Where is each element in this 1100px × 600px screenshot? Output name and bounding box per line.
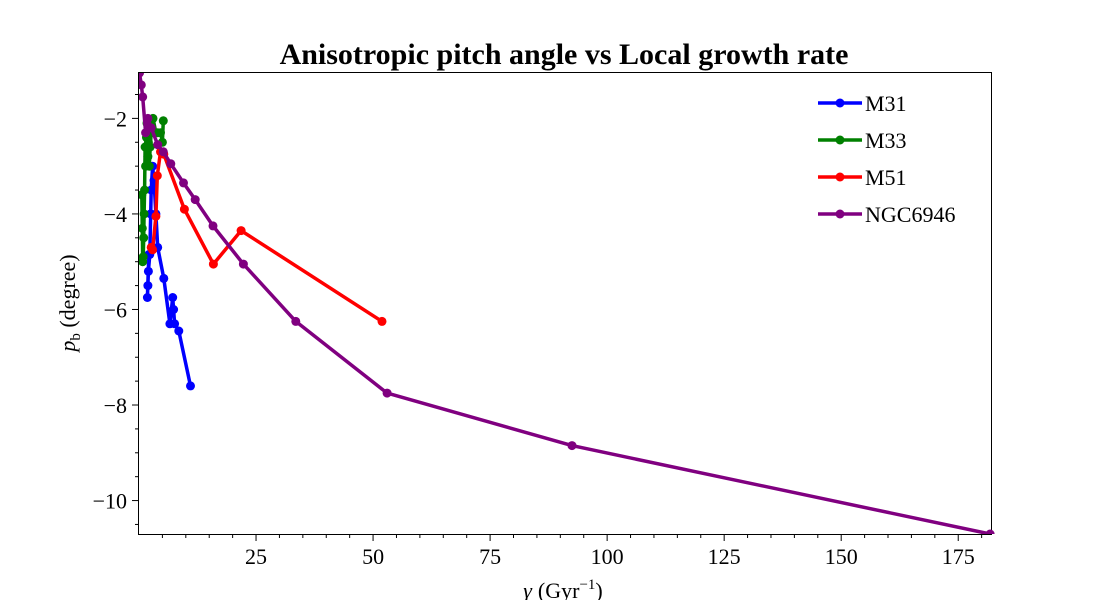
data-point-ngc6946 [190,195,200,205]
x-axis-label-unit-exp: −1 [579,577,595,593]
legend-swatch-marker [835,172,845,182]
data-point-m51 [151,211,161,221]
legend-label: NGC6946 [865,202,955,227]
y-tick-label: −4 [104,202,127,227]
series-m31 [142,161,195,391]
data-point-m31 [146,185,156,195]
y-axis: −2 −4 −6 −8 −10 [93,93,139,525]
data-point-ngc6946 [382,388,392,398]
data-point-m51 [152,171,162,181]
data-point-ngc6946 [208,221,218,231]
data-point-m33 [139,233,149,243]
data-point-m33 [140,142,150,152]
legend-label: M51 [865,165,907,190]
data-point-m31 [174,326,184,336]
data-point-m33 [139,223,147,233]
x-tick-label: 150 [825,544,858,569]
data-point-m31 [159,273,169,283]
data-point-ngc6946 [139,92,148,102]
data-point-m31 [186,381,195,391]
x-tick-label: 125 [708,544,741,569]
x-axis-label: γ (Gyr−1) [523,577,603,600]
legend-item-ngc6946: NGC6946 [818,202,955,227]
y-axis-label: pb (degree) [55,254,84,353]
data-point-m33 [139,190,147,200]
legend-label: M31 [865,91,907,116]
series-line-m51 [149,150,384,324]
legend-item-m51: M51 [818,165,907,190]
legend-label: M33 [865,128,907,153]
x-axis: 25 50 75 100 125 150 175 [161,534,983,569]
data-point-m31 [142,293,152,302]
data-point-m51 [179,204,189,214]
data-point-ngc6946 [158,147,168,157]
x-axis-label-var: γ [523,578,533,600]
series-layer [139,73,995,534]
x-tick-label: 75 [479,544,501,569]
y-axis-label-sub: b [68,333,84,341]
data-point-ngc6946 [139,80,146,90]
plot-frame [138,72,992,535]
data-point-m33 [139,257,148,267]
data-point-m51 [208,259,218,269]
data-point-m31 [165,319,175,329]
legend-swatch-marker [835,98,845,108]
data-point-ngc6946 [238,259,248,269]
legend-item-m33: M33 [818,128,907,153]
x-axis-label-unit-prefix: (Gyr [538,578,580,600]
data-point-ngc6946 [291,316,301,326]
series-m51 [146,147,387,326]
series-line-m31 [145,164,193,388]
chart-title: Anisotropic pitch angle vs Local growth … [280,38,849,71]
legend-item-m31: M31 [818,91,907,116]
data-point-m31 [143,281,153,291]
data-point-ngc6946 [143,113,153,123]
data-point-ngc6946 [166,159,176,169]
data-point-m51 [236,226,246,236]
data-point-m51 [146,242,156,252]
data-point-ngc6946 [153,140,163,150]
y-tick-label: −10 [93,489,127,514]
y-tick-label: −2 [104,106,127,131]
data-point-m31 [168,293,178,302]
data-point-m51 [377,316,387,326]
data-point-m33 [158,116,168,126]
x-tick-label: 25 [245,544,267,569]
data-point-ngc6946 [139,73,144,78]
data-point-ngc6946 [179,178,188,188]
data-point-m33 [143,152,153,162]
data-point-m33 [141,161,151,171]
data-point-ngc6946 [141,128,151,138]
series-ngc6946 [139,73,995,534]
y-axis-label-unit: (degree) [55,254,80,333]
data-point-ngc6946 [985,529,995,534]
data-point-m33 [139,209,149,219]
legend: M31 M33 M51 NGC6946 [818,91,955,227]
legend-swatch-marker [835,209,845,219]
x-axis-label-unit-suffix: ) [595,578,602,600]
x-tick-label: 50 [362,544,384,569]
data-point-ngc6946 [567,441,577,451]
legend-swatch-marker [835,135,845,145]
x-tick-label: 100 [591,544,624,569]
data-point-m31 [169,305,179,314]
y-axis-label-var: p [55,341,80,354]
data-point-m31 [143,266,153,276]
y-tick-label: −8 [104,393,127,418]
x-tick-label: 175 [942,544,975,569]
series-line-ngc6946 [139,73,992,534]
y-tick-label: −6 [104,297,127,322]
